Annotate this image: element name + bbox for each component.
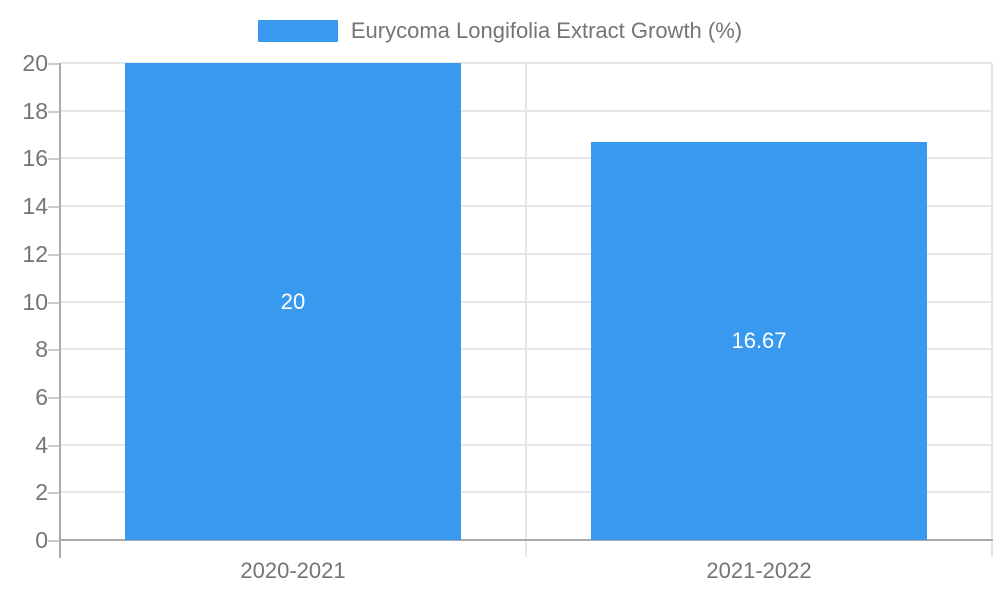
y-tick xyxy=(48,63,60,65)
y-tick-label: 16 xyxy=(22,145,48,172)
y-tick-label: 10 xyxy=(22,288,48,315)
y-tick xyxy=(48,540,60,542)
y-tick-label: 14 xyxy=(22,193,48,220)
x-category-label: 2020-2021 xyxy=(240,558,346,583)
bar[interactable] xyxy=(591,142,927,540)
y-tick xyxy=(48,206,60,209)
y-tick xyxy=(48,301,60,304)
y-tick-label: 0 xyxy=(35,527,48,553)
y-tick-label: 18 xyxy=(22,97,48,124)
y-tick-label: 4 xyxy=(35,431,48,458)
legend-label: Eurycoma Longifolia Extract Growth (%) xyxy=(350,18,743,43)
bar-value-label: 16.67 xyxy=(731,328,787,353)
y-tick xyxy=(48,158,60,161)
y-tick-label: 20 xyxy=(22,50,48,76)
y-tick xyxy=(48,253,60,256)
x-axis-line xyxy=(59,539,993,541)
y-tick xyxy=(48,110,60,113)
bar-value-label: 20 xyxy=(280,289,306,314)
y-tick-label: 6 xyxy=(35,383,48,410)
y-tick xyxy=(48,492,60,495)
y-tick xyxy=(48,396,60,399)
x-tick xyxy=(525,540,527,557)
y-axis-line xyxy=(59,63,61,558)
bar[interactable] xyxy=(125,63,461,540)
y-tick-label: 2 xyxy=(35,479,48,506)
legend[interactable]: Eurycoma Longifolia Extract Growth (%) xyxy=(0,19,1000,43)
y-tick-label: 8 xyxy=(35,336,48,363)
x-gridline xyxy=(991,63,993,540)
x-gridline xyxy=(525,63,527,540)
legend-swatch xyxy=(257,20,338,42)
y-tick xyxy=(48,349,60,352)
y-tick xyxy=(48,444,60,447)
x-tick xyxy=(991,540,993,557)
x-category-label: 2021-2022 xyxy=(706,558,812,583)
y-tick-label: 12 xyxy=(22,240,48,267)
